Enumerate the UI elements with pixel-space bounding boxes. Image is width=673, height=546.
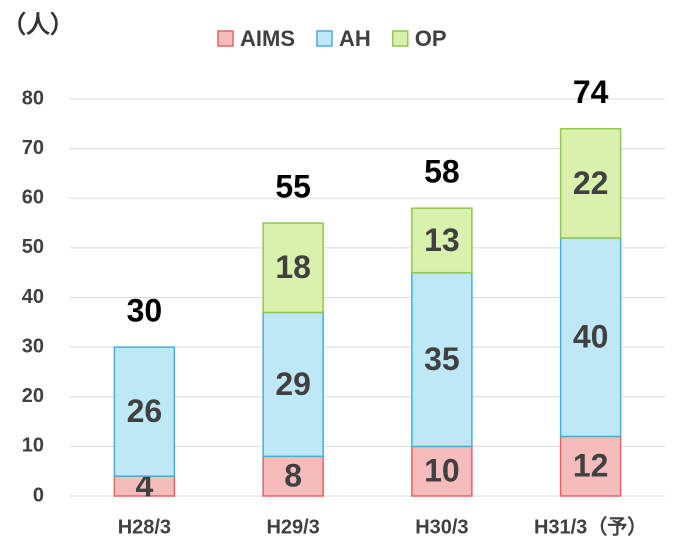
segment-label: 12	[573, 448, 609, 484]
y-tick-label: 60	[22, 187, 44, 209]
total-label: 58	[424, 154, 460, 190]
total-label: 55	[275, 169, 311, 205]
legend-swatch	[392, 30, 409, 47]
segment-label: 18	[275, 249, 311, 285]
legend: AIMS AH OP	[217, 26, 447, 51]
bar-segment	[262, 222, 324, 314]
segment-label: 35	[424, 341, 460, 377]
total-label: 74	[573, 74, 609, 110]
y-tick-label: 80	[22, 87, 44, 109]
y-tick-label: 10	[22, 435, 44, 457]
segment-label: 40	[573, 319, 609, 355]
segment-label: 29	[275, 366, 311, 402]
y-tick-label: 40	[22, 286, 44, 308]
bar-segment	[411, 207, 473, 274]
y-tick-label: 20	[22, 385, 44, 407]
bar-segment	[411, 271, 473, 448]
x-tick-label: H30/3	[415, 516, 468, 538]
bar-segment	[559, 435, 622, 497]
y-unit-label: （人）	[2, 11, 74, 38]
segment-label: 22	[573, 165, 609, 201]
bar-segment	[559, 128, 622, 239]
total-label: 30	[127, 293, 163, 329]
segment-label: 8	[284, 458, 302, 494]
legend-swatch	[316, 30, 333, 47]
segment-label: 13	[424, 222, 460, 258]
y-tick-label: 50	[22, 236, 44, 258]
bar-segment	[559, 237, 622, 438]
segment-label: 10	[424, 453, 460, 489]
segment-label: 26	[127, 393, 163, 429]
y-tick-label: 30	[22, 335, 44, 357]
legend-label: AIMS	[240, 26, 295, 51]
legend-label: OP	[415, 26, 447, 51]
legend-swatch	[217, 30, 234, 47]
bar-segment	[113, 346, 176, 477]
y-tick-label: 70	[22, 137, 44, 159]
legend-label: AH	[339, 26, 371, 51]
x-tick-label: H28/3	[118, 516, 171, 538]
x-tick-label: H29/3	[266, 516, 319, 538]
x-tick-label: H31/3（予）	[534, 515, 647, 538]
y-tick-label: 0	[33, 484, 44, 506]
